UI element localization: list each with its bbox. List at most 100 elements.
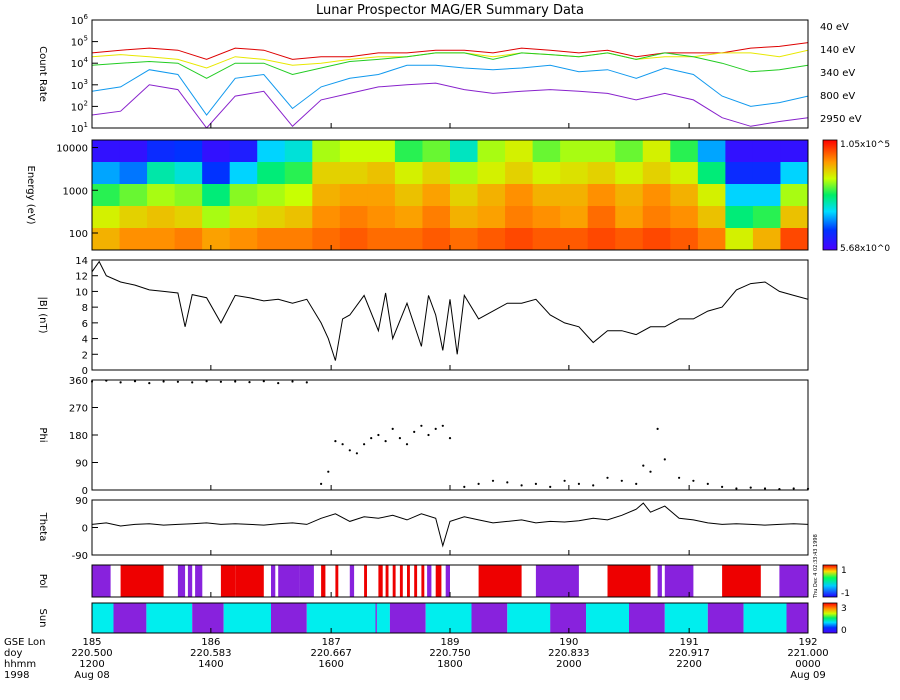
energy-spectrogram-panel: Energy (eV) 100 1000 10000 1.05x10^5 5.68x… <box>25 139 890 254</box>
xtick-doy-1: 220.583 <box>190 648 231 659</box>
spectrogram-cell <box>119 184 148 207</box>
phi-point <box>549 485 552 488</box>
theta-frame <box>91 499 809 556</box>
phi-point <box>205 380 208 383</box>
phi-point <box>162 380 165 383</box>
spectrogram-cell <box>119 206 148 229</box>
phi-point <box>506 481 509 484</box>
spectrogram-cell <box>367 206 396 229</box>
pol-segment <box>535 565 579 597</box>
spectrogram-cell <box>312 162 341 185</box>
phi-point <box>692 479 695 482</box>
spectrogram-cell <box>367 162 396 185</box>
spectrogram-cell <box>257 206 286 229</box>
phi-point <box>377 433 380 437</box>
phi-point <box>327 470 330 473</box>
xtick-hhmm-4: 2000 <box>556 659 581 670</box>
spectrogram-cell <box>752 206 782 229</box>
sun-colorbar-max: 3 <box>841 604 847 614</box>
xtick-lon-6: 192 <box>798 637 817 648</box>
count-rate-line-0 <box>92 42 808 60</box>
spectrogram-cell <box>229 162 258 185</box>
field-magnitude-line <box>92 260 808 361</box>
phi-point <box>320 482 323 485</box>
field-ytick-label-2: 4 <box>82 335 88 346</box>
pol-segment <box>271 565 276 597</box>
phi-point <box>248 381 251 384</box>
xtick-doy-6: 221.000 <box>787 648 828 659</box>
spectrogram-cell <box>752 162 782 185</box>
xtick-lon-3: 189 <box>440 637 459 648</box>
energy-ylabel: Energy (eV) <box>25 166 36 225</box>
spectrogram-cell <box>780 184 808 207</box>
spectrogram-cell <box>670 140 699 163</box>
legend-entry-2: 340 eV <box>820 68 855 79</box>
xtick-lon-0: 185 <box>82 637 101 648</box>
xtick-doy-0: 220.500 <box>71 648 112 659</box>
spectrogram-cell <box>257 184 286 207</box>
spectrogram-cell <box>587 140 616 163</box>
xrow-label-hhmm: hhmm <box>4 659 36 670</box>
phi-ytick-label-0: 0 <box>82 486 88 497</box>
phi-point <box>441 424 444 427</box>
phi-point <box>749 486 752 489</box>
spectrogram-cell <box>615 184 644 207</box>
pol-colorbar-min: -1 <box>841 589 850 599</box>
pol-segment <box>722 565 761 597</box>
spectrogram-cell <box>284 184 313 207</box>
spectrogram-cell <box>670 206 699 229</box>
spectrogram-cell <box>174 228 203 250</box>
spectrogram-cell <box>312 140 341 163</box>
theta-line <box>92 502 808 548</box>
spectrogram-cell <box>642 228 671 250</box>
sun-segment <box>786 603 808 633</box>
spectrogram-cell <box>780 140 808 163</box>
xrow-label-year: 1998 <box>4 670 29 681</box>
phi-point <box>592 484 595 487</box>
spectrogram-cell <box>615 140 644 163</box>
phi-point <box>191 381 194 384</box>
spectrogram-cell <box>450 206 479 229</box>
pol-segment <box>385 565 389 597</box>
phi-ytick-label-3: 270 <box>69 404 88 415</box>
spectrogram-cell <box>642 206 671 229</box>
spectrogram-cell <box>560 206 589 229</box>
field-ytick-label-5: 10 <box>75 287 88 298</box>
pol-segment <box>421 565 425 597</box>
spectrogram-cell <box>477 228 506 250</box>
spectrogram-cell <box>450 162 479 185</box>
field-ytick-label-0: 0 <box>82 366 88 377</box>
phi-point <box>678 476 681 479</box>
phi-point <box>348 449 351 452</box>
spectrogram-cell <box>505 228 534 250</box>
pol-segment <box>478 565 522 597</box>
pol-segment <box>120 565 164 597</box>
pol-segment <box>278 565 300 597</box>
xtick-hhmm-0: 1200 <box>79 659 104 670</box>
pol-segment <box>321 565 326 597</box>
pol-segment <box>407 565 410 597</box>
sun-segment <box>113 603 147 633</box>
phi-point <box>398 437 401 440</box>
xrow-label-lon: GSE Lon <box>4 637 45 648</box>
spectrogram-cell <box>587 162 616 185</box>
spectrogram-cell <box>229 140 258 163</box>
spectrogram-cell <box>174 184 203 207</box>
theta-ytick-label-2: 90 <box>75 496 88 507</box>
pol-segment <box>220 565 236 597</box>
spectrogram-cell <box>339 162 368 185</box>
spectrogram-cell <box>560 140 589 163</box>
spectrogram-cell <box>147 206 176 229</box>
time-axis: GSE Lon doy hhmm 1998 185220.5001200Aug … <box>4 123 829 681</box>
xtick-doy-3: 220.750 <box>429 648 470 659</box>
spectrogram-cell <box>697 184 726 207</box>
field-ytick-label-3: 6 <box>82 319 88 330</box>
phi-point <box>606 476 609 479</box>
pol-panel: Pol 1 -1 Thu Dec 4 02:33:43 1998 <box>37 534 850 599</box>
spectrogram-cell <box>92 162 121 185</box>
xtick-hhmm-1: 1400 <box>198 659 223 670</box>
energy-ytick-label-2: 10000 <box>56 144 88 155</box>
spectrogram-cell <box>394 162 424 185</box>
count-rate-ytick-label-4: 105 <box>71 35 88 49</box>
